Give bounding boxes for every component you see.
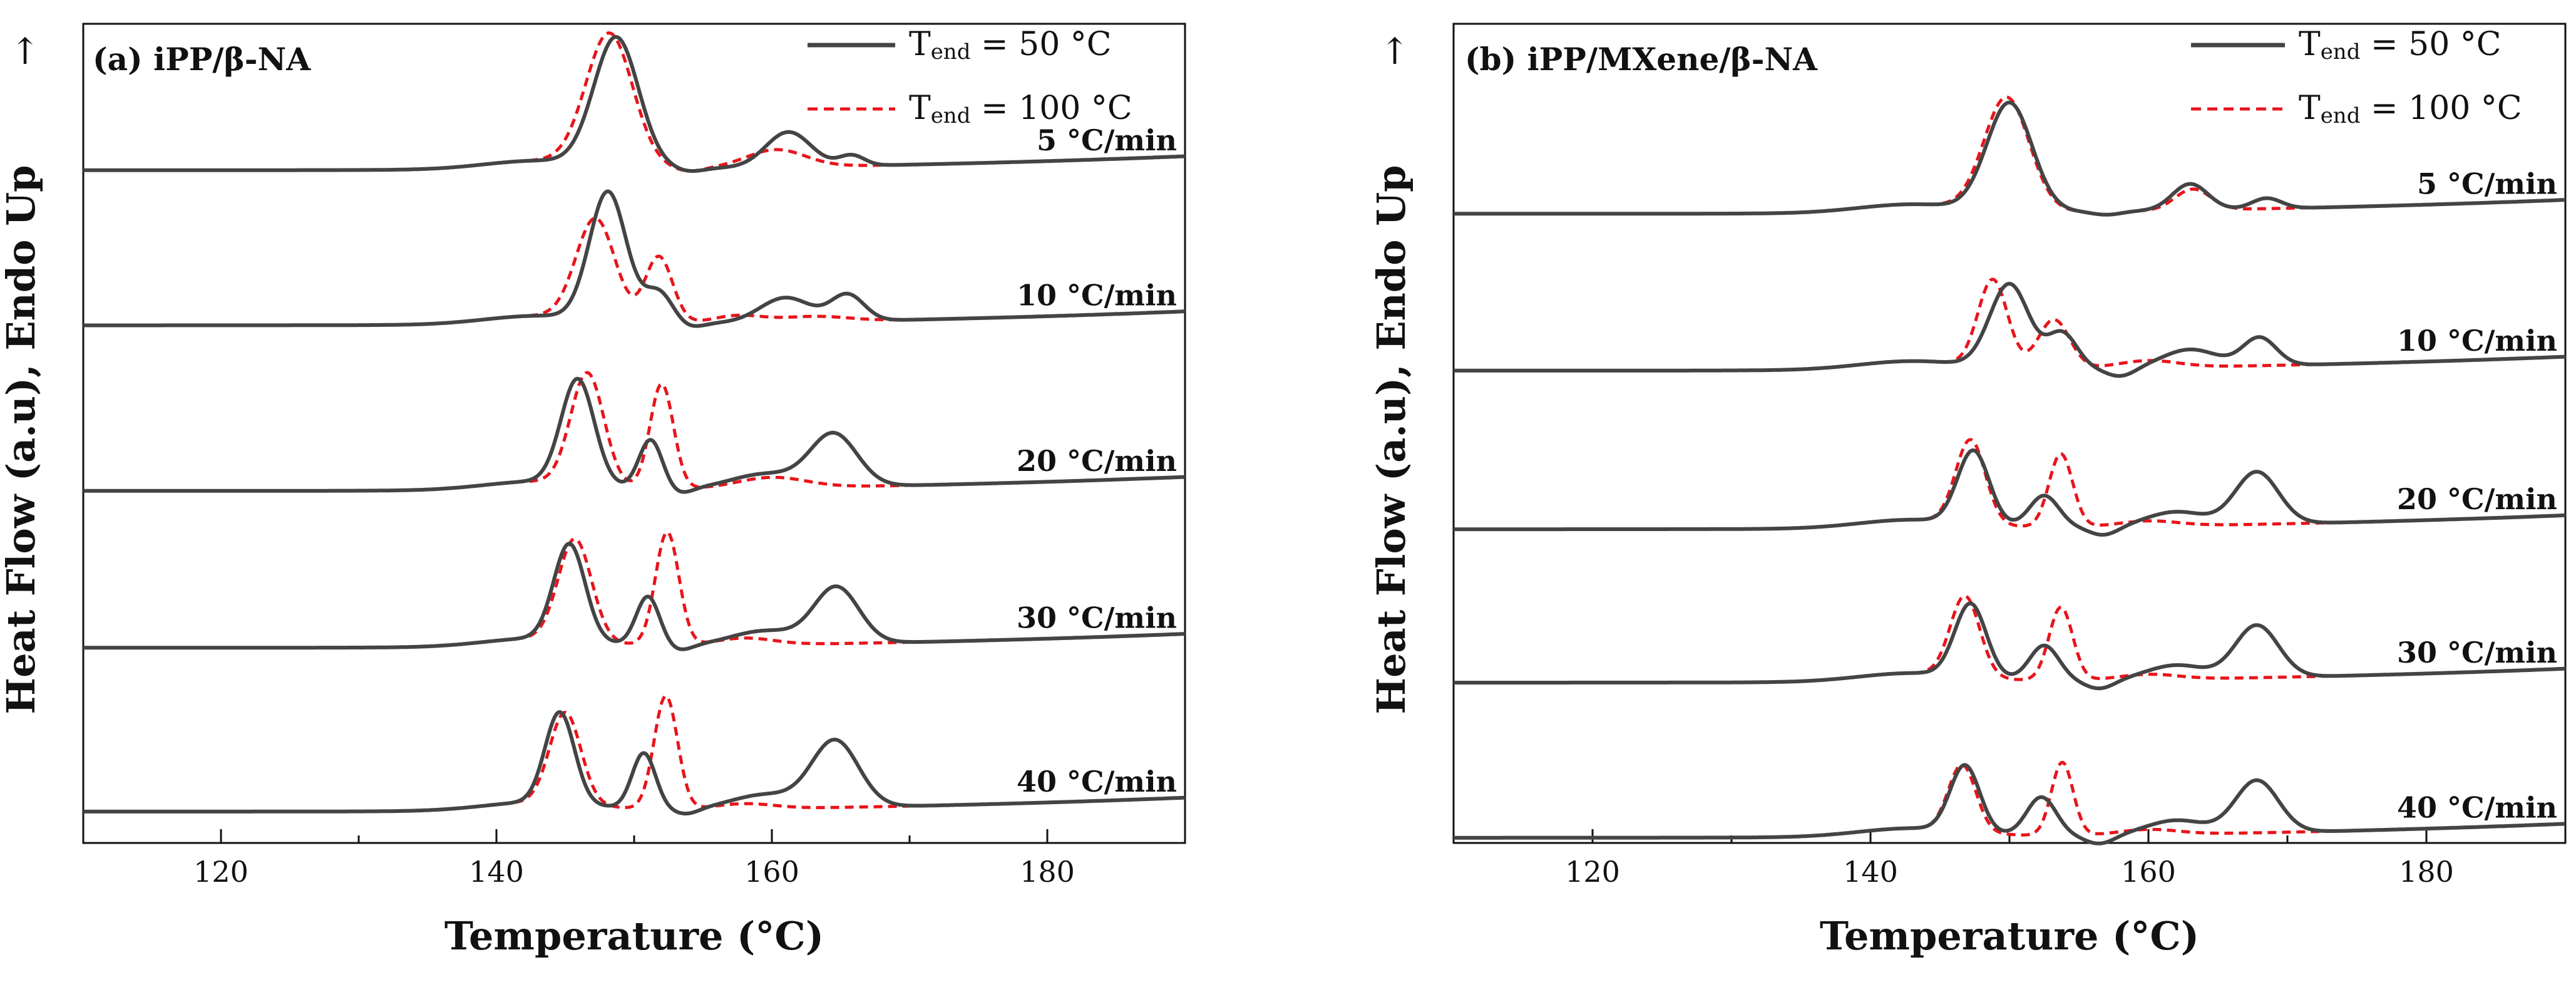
rate-label: 5 °C/min <box>2417 167 2557 200</box>
rate-label: 30 °C/min <box>1017 601 1177 634</box>
panel-label: (b) iPP/MXene/β-NA <box>1465 41 1818 78</box>
curve-solid-30c-min <box>1453 601 2566 691</box>
curve-solid-5c-min <box>1453 100 2566 217</box>
panel-label: (a) iPP/β-NA <box>93 41 311 78</box>
rate-label: 5 °C/min <box>1037 123 1177 157</box>
rate-label: 40 °C/min <box>2397 791 2557 825</box>
rate-label: 10 °C/min <box>1017 278 1177 312</box>
curve-solid-20c-min <box>1453 448 2566 537</box>
rate-label: 20 °C/min <box>1017 444 1177 478</box>
curve-solid-10c-min <box>83 189 1186 328</box>
legend-entry-solid: Tend = 50 °C <box>909 26 1112 65</box>
x-tick-label: 120 <box>193 855 249 889</box>
x-tick-label: 120 <box>1565 855 1620 889</box>
plot-frame <box>82 23 1186 844</box>
endo-up-arrow: ↑ <box>10 30 41 73</box>
rate-label: 20 °C/min <box>2397 482 2557 516</box>
curve-solid-10c-min <box>1453 282 2566 378</box>
curve-solid-40c-min <box>83 710 1186 816</box>
x-axis-title: Temperature (°C) <box>1820 913 2199 959</box>
x-axis-title: Temperature (°C) <box>444 913 824 959</box>
x-tick-label: 180 <box>2399 855 2454 889</box>
rate-label: 30 °C/min <box>2397 636 2557 669</box>
y-axis-title: Heat Flow (a.u), Endo Up <box>0 165 44 714</box>
y-axis-title: Heat Flow (a.u), Endo Up <box>1368 165 1414 714</box>
x-tick-label: 140 <box>469 855 524 889</box>
curve-solid-40c-min <box>1453 763 2566 845</box>
x-tick-label: 160 <box>2121 855 2176 889</box>
plot-frame <box>1452 23 2567 844</box>
x-tick-label: 160 <box>744 855 799 889</box>
rate-label: 40 °C/min <box>1017 765 1177 798</box>
legend-entry-dashed: Tend = 100 °C <box>909 90 1132 128</box>
curve-solid-30c-min <box>83 542 1186 651</box>
curve-dashed-40c-min <box>1454 760 2566 840</box>
x-tick-label: 180 <box>1020 855 1075 889</box>
legend-entry-dashed: Tend = 100 °C <box>2299 90 2522 128</box>
x-tick-label: 140 <box>1843 855 1898 889</box>
curve-solid-20c-min <box>83 376 1186 494</box>
rate-label: 10 °C/min <box>2397 324 2557 358</box>
chart-panel-a: 120 140 160 180 Temperature (°C) Heat Flow (a… <box>0 23 1186 959</box>
endo-up-arrow: ↑ <box>1380 30 1410 73</box>
legend-entry-solid: Tend = 50 °C <box>2299 26 2502 65</box>
curve-solid-5c-min <box>83 35 1186 173</box>
chart-panel-b: 120 140 160 180 Temperature (°C) Heat Flow (a… <box>1368 23 2567 959</box>
